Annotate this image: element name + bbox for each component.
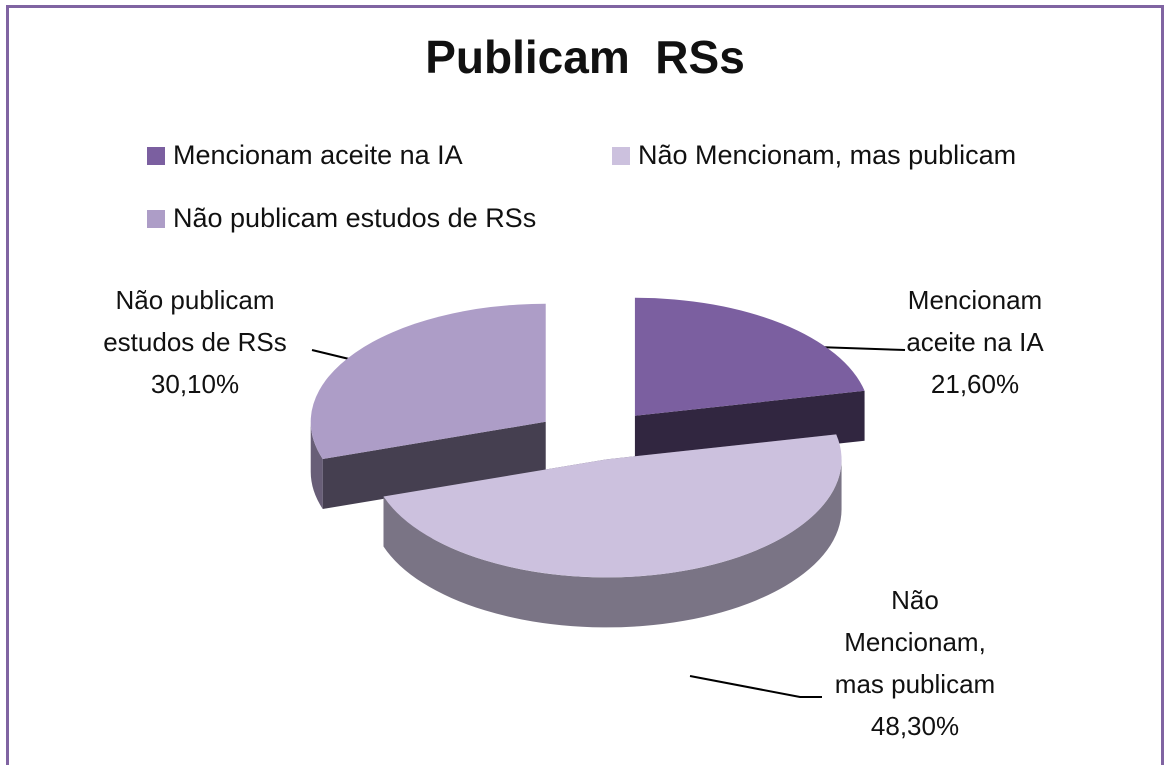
legend-item: Não Mencionam, mas publicam (612, 140, 1016, 171)
data-label-value: 48,30% (870, 711, 960, 741)
slice-wall (310, 421, 323, 509)
chart (310, 297, 906, 698)
slice-side (322, 421, 546, 509)
legend-item: Mencionam aceite na IA (147, 140, 463, 171)
slice (383, 434, 842, 628)
leader-line (689, 675, 822, 698)
legend-label: Mencionam aceite na IA (173, 140, 463, 170)
slice (310, 303, 546, 509)
legend-item: Não publicam estudos de RSs (147, 203, 536, 234)
legend-swatch (147, 146, 165, 165)
slice-wall (383, 459, 842, 628)
slice-top (310, 303, 546, 459)
chart-frame (6, 5, 1164, 765)
legend-swatch (147, 209, 165, 228)
page: Publicam RSs (() => { const data = JSON.… (6, 5, 1164, 765)
data-label-value: 21,60% (930, 369, 1020, 399)
legend-swatch (612, 146, 630, 165)
data-label-name: Não Mencionam, mas publicam (834, 585, 996, 699)
legend-label: Não publicam estudos de RSs (173, 203, 537, 233)
slice (634, 297, 865, 466)
chart-title: Publicam RSs (425, 31, 745, 83)
slice-top (383, 434, 842, 578)
data-label-name: Não publicam estudos de RSs (103, 285, 287, 357)
data-label-name: Mencionam aceite na IA (906, 285, 1044, 357)
data-label-value: 30,10% (150, 369, 240, 399)
legend-label: Não Mencionam, mas publicam (638, 140, 1017, 170)
slice-top (634, 297, 865, 416)
slice-side (634, 390, 865, 466)
